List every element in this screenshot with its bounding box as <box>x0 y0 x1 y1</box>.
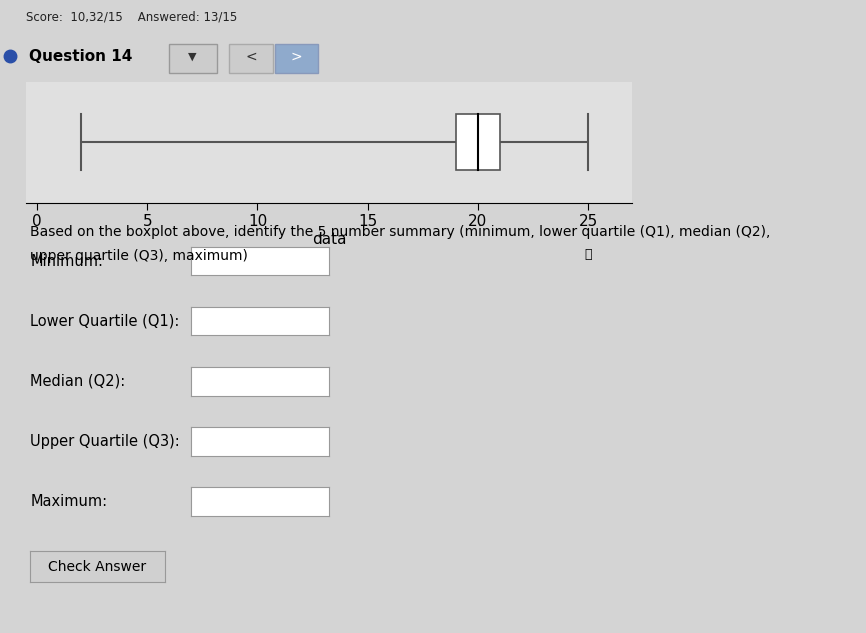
Text: ▼: ▼ <box>188 51 197 61</box>
Text: upper quartile (Q3), maximum): upper quartile (Q3), maximum) <box>30 249 249 263</box>
FancyBboxPatch shape <box>275 44 318 73</box>
Text: Upper Quartile (Q3):: Upper Quartile (Q3): <box>30 434 180 449</box>
Text: Question 14: Question 14 <box>29 49 132 64</box>
Text: Based on the boxplot above, identify the 5 number summary (minimum, lower quarti: Based on the boxplot above, identify the… <box>30 225 771 239</box>
X-axis label: data: data <box>312 232 346 247</box>
FancyBboxPatch shape <box>229 44 273 73</box>
Text: Lower Quartile (Q1):: Lower Quartile (Q1): <box>30 314 179 329</box>
Text: Check Answer: Check Answer <box>48 560 146 573</box>
Text: Minimum:: Minimum: <box>30 254 103 268</box>
Text: 🔍: 🔍 <box>585 248 591 261</box>
Text: Median (Q2):: Median (Q2): <box>30 374 126 389</box>
Text: <: < <box>245 49 257 63</box>
Text: Score:  10,32/15    Answered: 13/15: Score: 10,32/15 Answered: 13/15 <box>26 11 237 24</box>
FancyBboxPatch shape <box>169 44 216 73</box>
Bar <box>456 115 500 170</box>
Text: Maximum:: Maximum: <box>30 494 107 509</box>
Text: >: > <box>290 49 302 63</box>
